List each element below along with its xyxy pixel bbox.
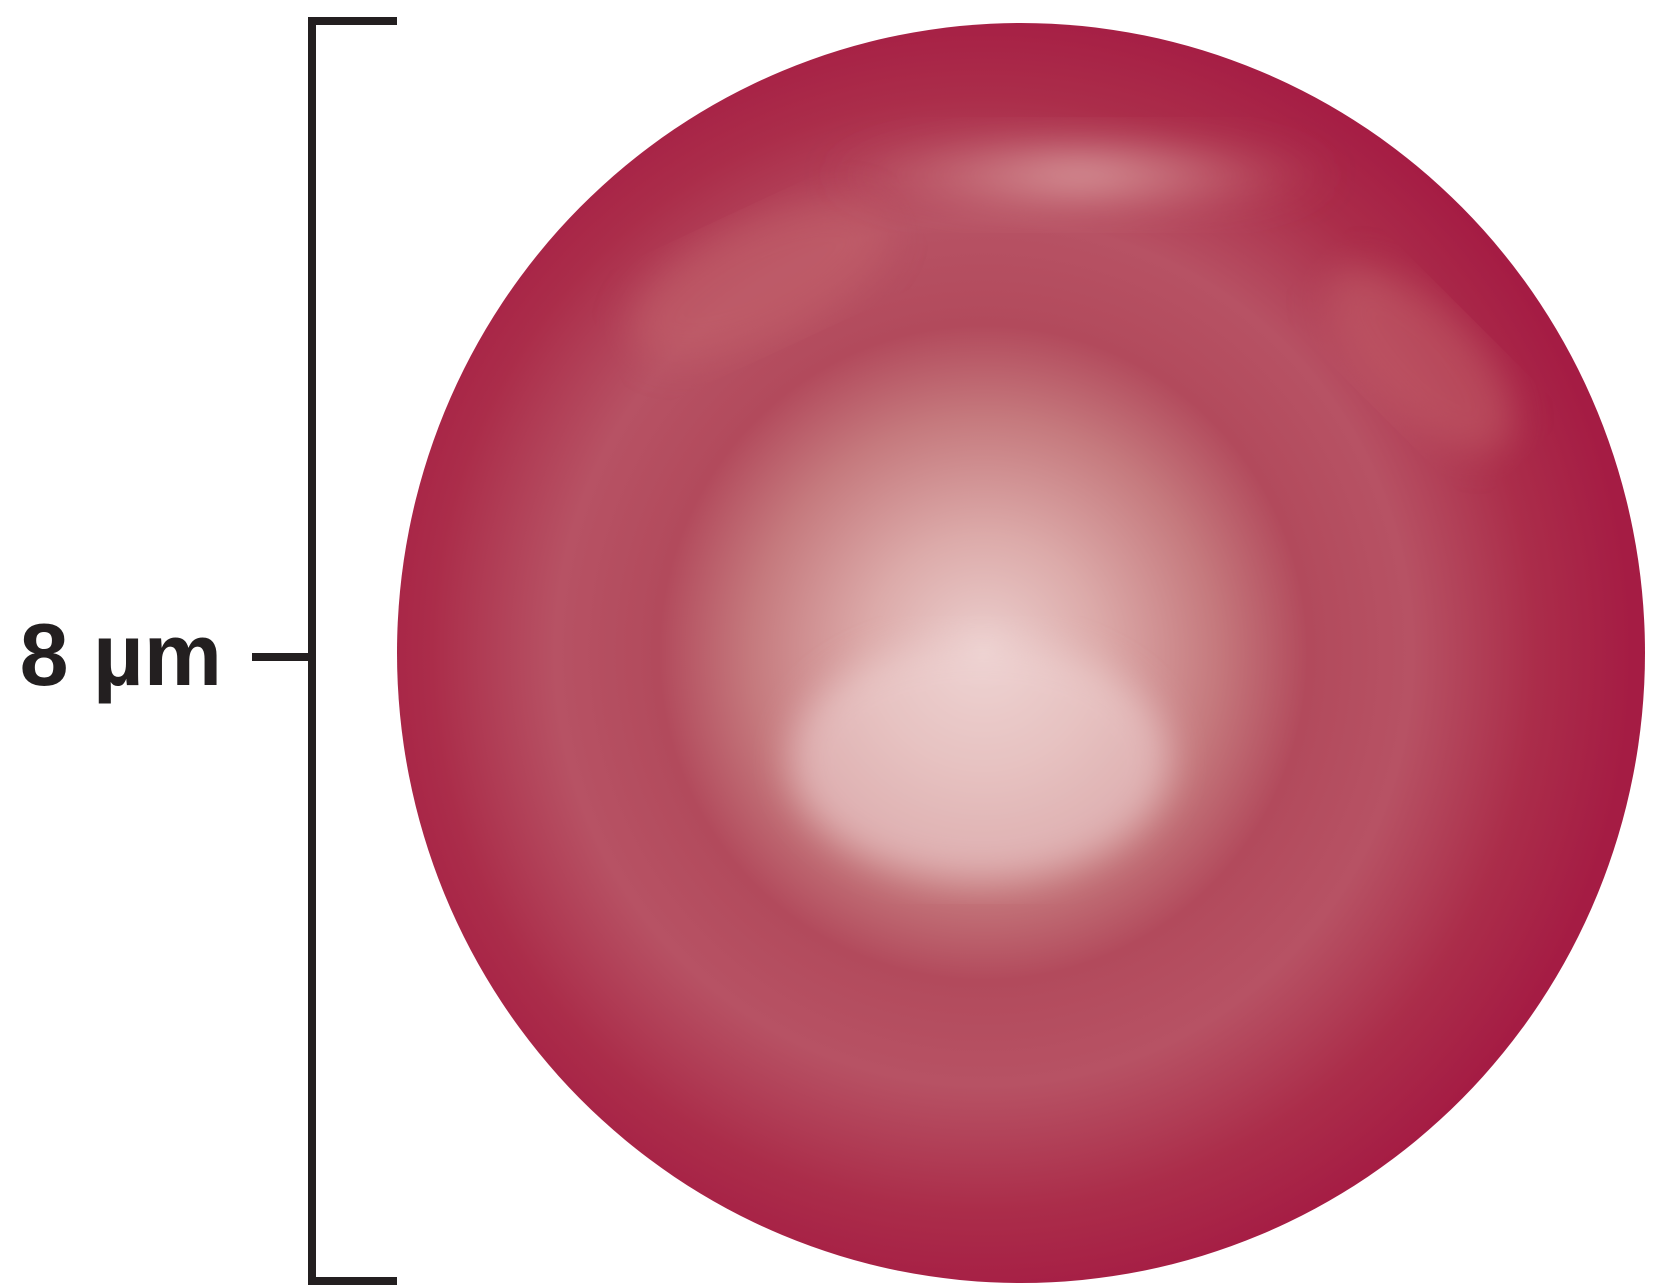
red-blood-cell xyxy=(397,23,1645,1283)
scale-bar xyxy=(252,17,397,1285)
scale-label: 8 µm xyxy=(20,605,222,704)
cell-highlight xyxy=(630,199,890,361)
cell-highlight xyxy=(1326,266,1514,454)
cell-highlight xyxy=(820,127,1340,223)
cell-center-highlight xyxy=(790,640,1170,880)
